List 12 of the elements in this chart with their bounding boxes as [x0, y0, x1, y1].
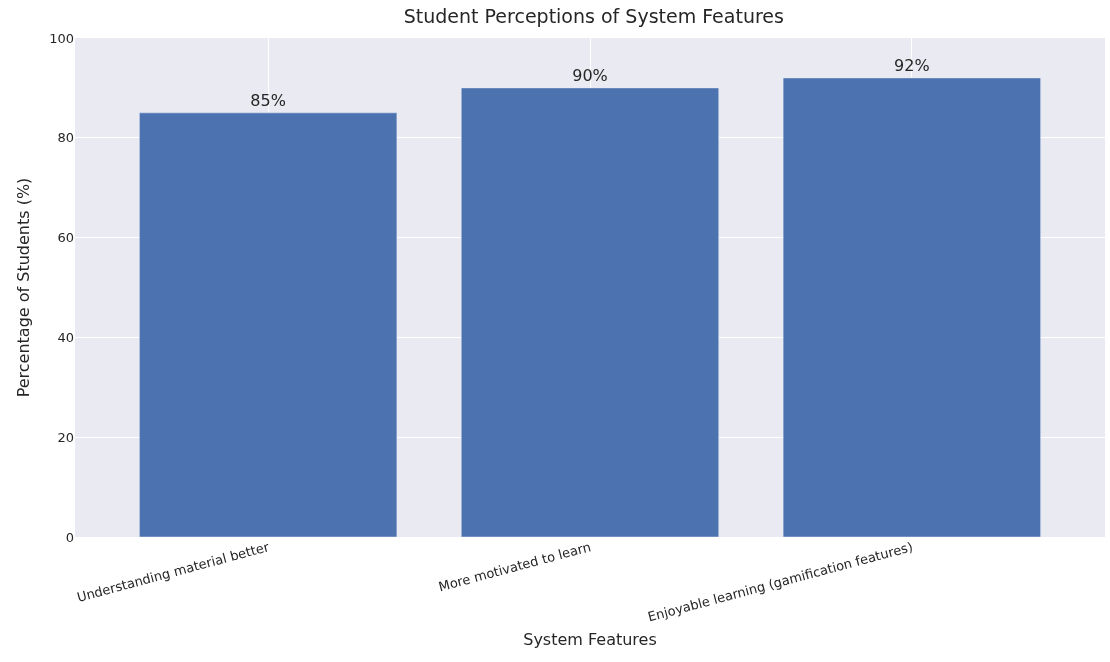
- y-tick-label: 20: [57, 429, 74, 445]
- y-axis-title: Percentage of Students (%): [14, 177, 34, 398]
- data-label: 92%: [894, 55, 930, 75]
- y-tick-label: 100: [49, 30, 74, 46]
- data-label: 85%: [250, 90, 286, 110]
- y-tick-label: 80: [57, 130, 74, 146]
- data-label: 90%: [572, 65, 608, 85]
- y-tick-label: 0: [65, 529, 74, 545]
- chart-title: Student Perceptions of System Features: [403, 5, 784, 28]
- y-tick-label: 40: [57, 329, 74, 345]
- x-axis-title: System Features: [523, 630, 657, 650]
- y-tick-label: 60: [57, 230, 74, 246]
